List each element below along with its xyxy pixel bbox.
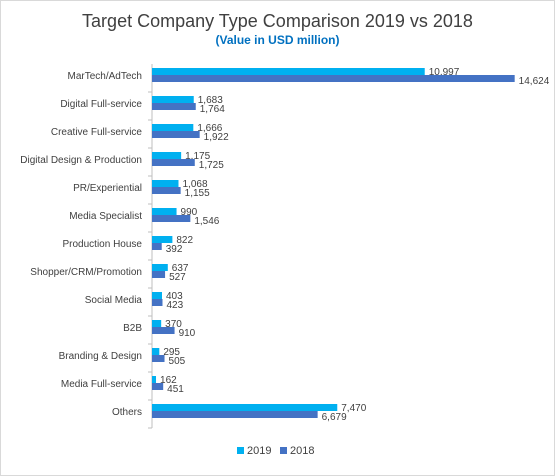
data-label-2019: 10,997 [429,67,460,78]
legend-swatch-2018 [280,447,287,454]
category-label: Digital Full-service [60,99,142,110]
category-label: Others [112,407,142,418]
bar-2018 [152,215,191,222]
data-label-2018: 1,155 [185,188,210,199]
legend-swatch-2019 [237,447,244,454]
bar-2019 [152,348,160,355]
category-label: Production House [63,239,143,250]
bar-2019 [152,264,168,271]
category-label: Media Full-service [61,379,143,390]
category-label: PR/Experiential [73,183,142,194]
data-label-2019: 1,666 [197,123,222,134]
data-label-2018: 423 [166,300,183,311]
bar-2019 [152,236,173,243]
bar-2019 [152,124,194,131]
data-label-2019: 1,068 [182,179,207,190]
bar-2018 [152,271,166,278]
bar-2018 [152,355,165,362]
bar-2019 [152,376,157,383]
category-label: Shopper/CRM/Promotion [30,267,142,278]
data-label-2018: 1,546 [194,216,219,227]
data-label-2018: 1,922 [204,132,229,143]
chart-subtitle: (Value in USD million) [215,33,340,47]
data-label-2018: 392 [166,244,183,255]
bar-2018 [152,75,515,82]
category-label: B2B [123,323,142,334]
data-label-2018: 14,624 [519,76,550,87]
bar-2018 [152,159,195,166]
bar-2018 [152,327,175,334]
data-label-2019: 1,683 [198,95,223,106]
data-label-2019: 1,175 [185,151,210,162]
category-label: Digital Design & Production [20,155,142,166]
bar-2019 [152,208,177,215]
data-label-2018: 910 [179,328,196,339]
category-label: Creative Full-service [51,127,143,138]
bar-2018 [152,243,162,250]
legend-label-2018: 2018 [290,445,314,457]
bar-2018 [152,187,181,194]
bar-2018 [152,299,163,306]
category-label: MarTech/AdTech [68,71,142,82]
data-label-2018: 6,679 [322,412,347,423]
category-label: Media Specialist [69,211,142,222]
bar-2018 [152,383,164,390]
data-label-2018: 1,725 [199,160,224,171]
category-label: Branding & Design [59,351,142,362]
data-label-2018: 451 [167,384,184,395]
data-label-2019: 370 [165,319,182,330]
bar-2019 [152,320,162,327]
data-label-2018: 527 [169,272,186,283]
data-label-2019: 990 [181,207,198,218]
data-label-2019: 822 [176,235,193,246]
data-label-2019: 637 [172,263,189,274]
data-label-2019: 162 [160,375,177,386]
bar-2019 [152,152,182,159]
legend-label-2019: 2019 [247,445,271,457]
data-label-2018: 505 [169,356,186,367]
data-label-2018: 1,764 [200,104,225,115]
chart-title: Target Company Type Comparison 2019 vs 2… [82,11,473,31]
bar-2019 [152,404,338,411]
bar-2019 [152,180,179,187]
bar-2018 [152,103,196,110]
bar-2019 [152,68,425,75]
data-label-2019: 295 [163,347,180,358]
data-label-2019: 7,470 [341,403,366,414]
bar-2019 [152,96,194,103]
bar-2019 [152,292,162,299]
bar-2018 [152,131,200,138]
category-label: Social Media [85,295,143,306]
bar-2018 [152,411,318,418]
data-label-2019: 403 [166,291,183,302]
